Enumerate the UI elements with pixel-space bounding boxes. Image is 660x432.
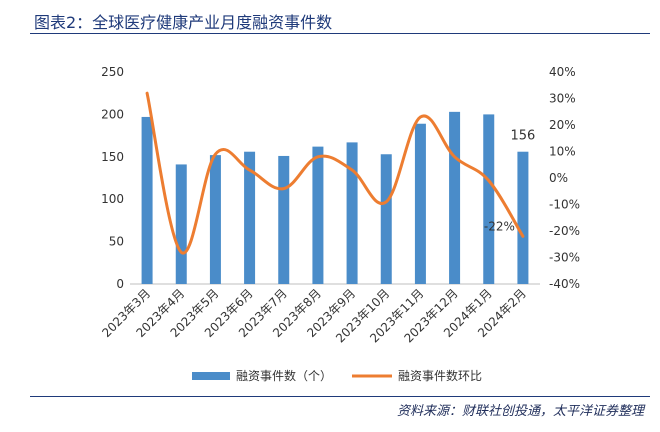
chart-title: 图表2：全球医疗健康产业月度融资事件数 [34, 13, 333, 32]
combo-chart: 0 50 100 150 200 250 -40% -30% -20% -10% 0% 10% 20% 3… [99, 65, 580, 383]
right-axis-tick-label: 20% [549, 118, 576, 132]
left-axis-tick-label: 50 [109, 235, 124, 249]
left-axis-tick-label: 200 [101, 107, 124, 121]
right-axis-tick-label: 40% [549, 65, 576, 79]
line-data-label: -22% [484, 219, 515, 233]
left-axis-tick-label: 100 [101, 192, 124, 206]
bar [312, 146, 324, 284]
right-axis-tick-label: 10% [549, 145, 576, 159]
left-axis-tick-label: 0 [116, 277, 124, 291]
right-axis-tick-label: -10% [549, 198, 580, 212]
bar [209, 155, 221, 284]
left-axis-tick-label: 150 [101, 150, 124, 164]
bar [483, 114, 495, 285]
bar [278, 155, 290, 284]
right-axis-tick-label: -20% [549, 224, 580, 238]
top-divider [30, 33, 650, 34]
right-axis-tick-label: -40% [549, 277, 580, 291]
bar [141, 116, 153, 284]
bar [517, 151, 529, 284]
bar [449, 111, 461, 284]
bar [380, 154, 392, 284]
legend-line-label: 融资事件数环比 [398, 368, 482, 383]
bar [414, 123, 426, 284]
right-axis-tick-label: -30% [549, 251, 580, 265]
bar [244, 151, 256, 284]
bar-data-label: 156 [511, 129, 536, 144]
legend-bar-label: 融资事件数（个） [236, 368, 332, 383]
right-axis-tick-label: 0% [549, 171, 568, 185]
bar [175, 164, 187, 284]
bottom-divider [30, 396, 650, 397]
left-axis-tick-label: 250 [101, 65, 124, 79]
right-axis-tick-label: 30% [549, 92, 576, 106]
series-line [145, 91, 525, 255]
bar [346, 142, 358, 284]
legend-bar-swatch [192, 372, 230, 380]
source-note: 资料来源：财联社创投通，太平洋证券整理 [396, 404, 644, 419]
